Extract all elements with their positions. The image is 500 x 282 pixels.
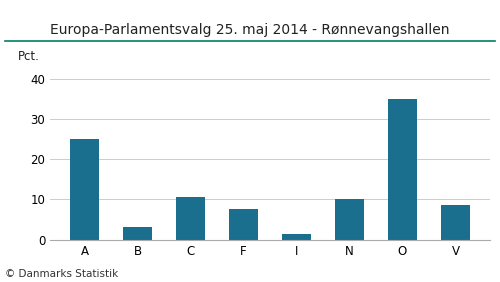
Bar: [70, 139, 99, 240]
Bar: [176, 197, 205, 240]
Bar: [441, 206, 470, 240]
Text: © Danmarks Statistik: © Danmarks Statistik: [5, 269, 118, 279]
Text: Europa-Parlamentsvalg 25. maj 2014 - Rønnevangshallen: Europa-Parlamentsvalg 25. maj 2014 - Røn…: [50, 23, 450, 37]
Bar: [123, 227, 152, 240]
Bar: [388, 99, 417, 240]
Bar: [229, 210, 258, 240]
Bar: [335, 199, 364, 240]
Text: Pct.: Pct.: [18, 50, 40, 63]
Bar: [282, 234, 311, 240]
